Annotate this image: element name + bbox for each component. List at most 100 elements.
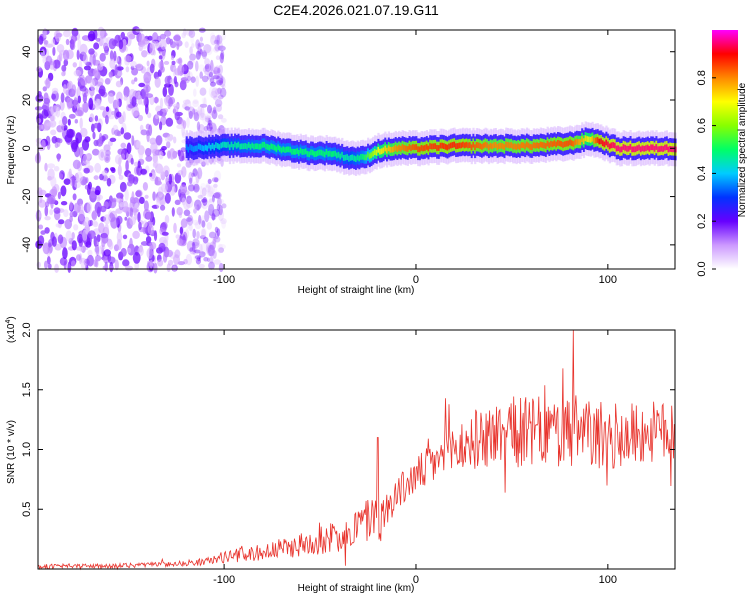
noise-blob <box>187 181 194 187</box>
noise-blob <box>168 173 173 185</box>
ridge-cell <box>477 142 480 149</box>
ridge-cell <box>638 144 641 151</box>
ridge-cell <box>582 138 586 145</box>
noise-blob <box>149 172 153 177</box>
noise-blob <box>83 216 90 228</box>
noise-blob <box>135 140 142 149</box>
noise-blob <box>123 132 132 140</box>
ridge-cell <box>189 144 192 150</box>
noise-blob <box>191 241 199 247</box>
noise-blob <box>36 66 42 73</box>
ridge-cell <box>187 146 190 153</box>
noise-blob <box>195 75 199 88</box>
ridge-cell <box>498 143 501 149</box>
noise-blob <box>141 50 148 58</box>
ridge-cell <box>292 148 295 155</box>
ridge-cell <box>325 149 328 155</box>
noise-blob <box>217 45 226 52</box>
ridge-cell <box>439 142 442 149</box>
ridge-cell <box>227 141 230 148</box>
noise-blob <box>131 135 135 146</box>
noise-blob <box>184 229 190 238</box>
ridge-cell <box>596 137 599 143</box>
noise-blob <box>59 257 68 266</box>
noise-blob <box>124 216 128 221</box>
noise-blob <box>216 203 221 212</box>
noise-blob <box>46 256 51 265</box>
noise-blob <box>138 44 143 52</box>
noise-blob <box>195 60 199 72</box>
noise-blob <box>181 131 187 138</box>
noise-blob <box>180 77 188 82</box>
noise-blob <box>213 66 220 75</box>
noise-blob <box>44 162 48 172</box>
noise-blob <box>208 85 216 98</box>
snr-y-tick-label: 1.0 <box>21 442 33 457</box>
ridge-cell <box>280 147 283 154</box>
ridge-cell <box>411 144 415 150</box>
ridge-cell <box>358 155 361 162</box>
noise-blob <box>186 71 193 81</box>
noise-blob <box>108 71 114 78</box>
colorbar-tick-label: 0.0 <box>696 261 708 276</box>
noise-blob <box>170 41 177 49</box>
snr-x-tick-label: 100 <box>599 574 617 586</box>
ridge-cell <box>520 142 523 148</box>
noise-blob <box>94 162 101 173</box>
ridge-cell <box>399 145 403 152</box>
ridge-cell <box>222 141 225 148</box>
noise-blob <box>113 50 117 62</box>
noise-blob <box>209 71 213 78</box>
noise-blob <box>203 44 212 54</box>
noise-blob <box>36 261 41 269</box>
ridge-cell <box>379 148 382 155</box>
noise-blob <box>126 31 135 38</box>
noise-blob <box>204 69 210 76</box>
noise-blob <box>147 224 154 235</box>
ridge-cell <box>657 146 660 153</box>
ridge-cell <box>595 137 598 144</box>
ridge-cell <box>282 146 285 153</box>
noise-blob <box>147 112 152 119</box>
noise-blob <box>164 75 171 85</box>
noise-blob <box>99 173 104 181</box>
noise-blob <box>86 254 94 267</box>
noise-blob <box>73 224 79 231</box>
noise-blob <box>71 240 77 251</box>
noise-blob <box>42 101 50 111</box>
ridge-cell <box>234 141 237 148</box>
ridge-cell <box>544 143 548 149</box>
noise-blob <box>197 167 203 180</box>
noise-blob <box>76 254 81 261</box>
noise-blob <box>185 253 193 266</box>
noise-blob <box>221 203 227 209</box>
ridge-cell <box>403 145 406 151</box>
noise-blob <box>213 259 221 265</box>
ridge-cell <box>515 144 518 151</box>
noise-blob <box>65 38 70 46</box>
ridge-cell <box>586 136 589 142</box>
noise-blob <box>74 119 79 124</box>
noise-blob <box>216 228 221 237</box>
noise-blob <box>142 38 150 45</box>
noise-blob <box>207 104 212 114</box>
ridge-cell <box>287 146 290 153</box>
noise-blob <box>213 183 218 188</box>
ridge-cell <box>209 144 213 151</box>
noise-blob <box>116 66 124 71</box>
ridge-cell <box>493 142 496 149</box>
ridge-cell <box>652 144 655 151</box>
noise-blob <box>200 186 203 198</box>
noise-blob <box>139 196 145 204</box>
noise-blob <box>164 30 172 37</box>
noise-blob <box>48 242 52 248</box>
snr-y-tick-label: 0.5 <box>21 502 33 517</box>
noise-blob <box>132 252 141 264</box>
ridge-cell <box>367 151 370 158</box>
noise-blob <box>73 97 78 109</box>
noise-blob <box>135 190 142 197</box>
noise-blob <box>185 197 194 209</box>
ridge-cell <box>301 149 304 155</box>
ridge-cell <box>671 146 674 153</box>
